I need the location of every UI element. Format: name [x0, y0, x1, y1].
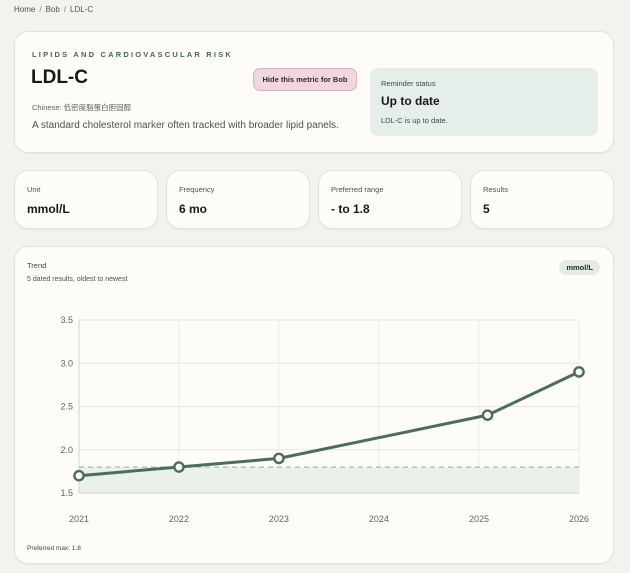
stat-label: Unit: [27, 185, 41, 194]
stat-value: 6 mo: [179, 202, 208, 216]
x-tick-label: 2022: [169, 514, 189, 524]
trend-title: Trend: [27, 261, 47, 270]
x-tick-label: 2024: [369, 514, 389, 524]
breadcrumb: Home / Bob / LDL-C: [14, 5, 93, 14]
data-point: [481, 409, 494, 421]
series-line: [77, 370, 581, 478]
stat-label: Results: [483, 185, 509, 194]
reminder-status-panel: Reminder status Up to date LDL-C is up t…: [370, 68, 598, 136]
trend-chart: 1.5 2.0 2.5 3.0 3.5 2021 2022 2023 2024 2025 2026: [60, 315, 589, 524]
stat-card-results: Results 5: [470, 170, 614, 229]
preferred-range-band: [79, 467, 579, 493]
data-point: [73, 469, 85, 482]
x-tick-label: 2023: [269, 514, 289, 524]
stat-value: mmol/L: [27, 202, 70, 216]
x-tick-label: 2025: [469, 514, 489, 524]
metric-title: LDL-C: [31, 67, 88, 88]
data-point: [173, 461, 185, 473]
breadcrumb-current: LDL-C: [70, 5, 94, 14]
category-eyebrow: LIPIDS AND CARDIOVASCULAR RISK: [32, 50, 234, 59]
unit-pill: mmol/L: [559, 260, 600, 275]
reminder-status-note: LDL-C is up to date.: [381, 116, 448, 125]
x-tick-label: 2026: [569, 514, 589, 524]
chinese-name: Chinese: 低密度脂蛋白胆固醇: [32, 103, 132, 112]
breadcrumb-separator: /: [39, 5, 42, 14]
y-tick-label: 2.0: [60, 445, 73, 455]
metric-hero-card: LIPIDS AND CARDIOVASCULAR RISK LDL-C Chi…: [14, 31, 614, 153]
data-point: [573, 366, 585, 378]
reminder-status-label: Reminder status: [381, 79, 436, 88]
stat-label: Preferred range: [331, 185, 384, 194]
stat-card-frequency: Frequency 6 mo: [166, 170, 310, 229]
stat-card-preferred-range: Preferred range - to 1.8: [318, 170, 462, 229]
stat-card-unit: Unit mmol/L: [14, 170, 158, 229]
y-tick-label: 2.5: [60, 402, 73, 412]
trend-subtitle: 5 dated results, oldest to newest: [27, 276, 128, 283]
trend-card: 1.5 2.0 2.5 3.0 3.5 2021 2022 2023 2024 2025 2026 …: [14, 246, 614, 564]
y-tick-label: 1.5: [60, 488, 73, 498]
breadcrumb-person-link[interactable]: Bob: [45, 5, 60, 14]
stat-value: - to 1.8: [331, 202, 370, 216]
stat-label: Frequency: [179, 185, 215, 194]
y-tick-label: 3.0: [60, 358, 73, 368]
metric-description: A standard cholesterol marker often trac…: [32, 120, 339, 131]
preferred-max-footnote: Preferred max: 1.8: [27, 545, 81, 552]
data-point: [273, 452, 285, 465]
hide-metric-button[interactable]: Hide this metric for Bob: [253, 68, 357, 91]
reminder-status-value: Up to date: [381, 94, 440, 108]
stat-value: 5: [483, 202, 490, 216]
breadcrumb-separator: /: [63, 5, 67, 14]
breadcrumb-home-link[interactable]: Home: [14, 5, 36, 14]
y-tick-label: 3.5: [60, 315, 73, 325]
x-tick-label: 2021: [69, 514, 89, 524]
